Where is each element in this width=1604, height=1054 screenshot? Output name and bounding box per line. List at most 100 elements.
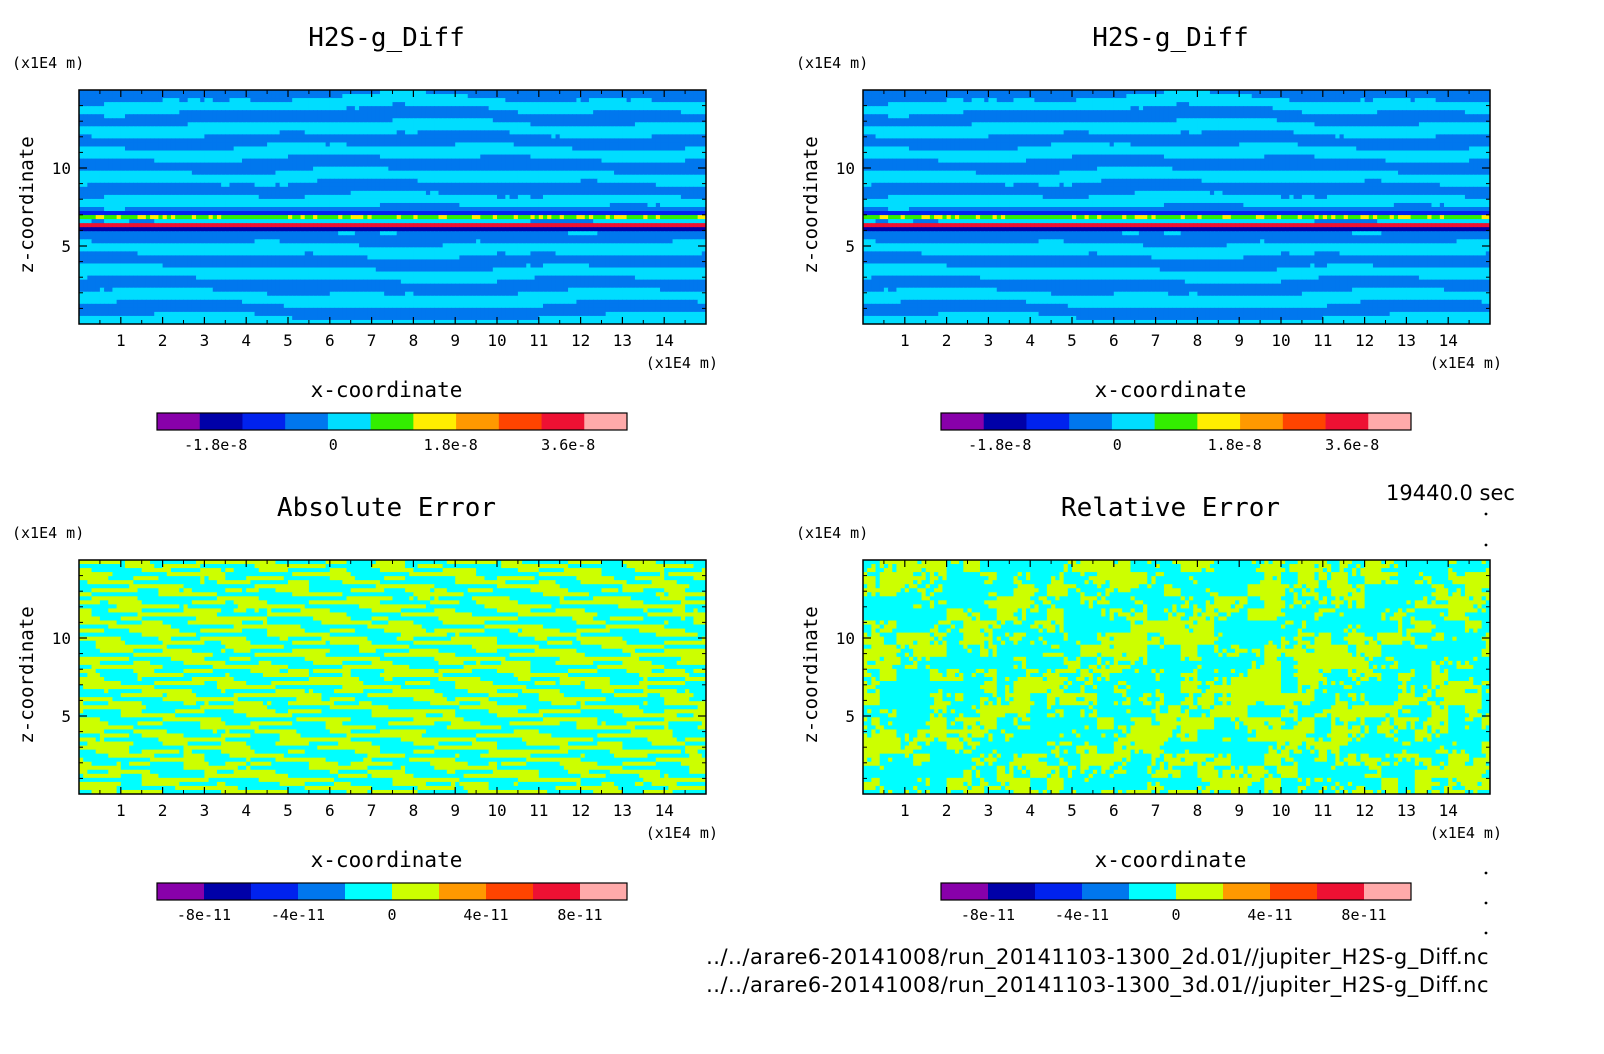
x-tick-label: 8: [1193, 331, 1203, 350]
file-path-line-1: ../../arare6-20141008/run_20141103-1300_…: [706, 945, 1489, 969]
colorbar-tick-label: 0: [329, 436, 338, 454]
colorbar-swatch: [1317, 883, 1364, 900]
colorbar-swatch: [988, 883, 1035, 900]
colorbar-swatch: [328, 413, 371, 430]
x-tick-label: 11: [529, 801, 548, 820]
x-tick-label: 2: [158, 801, 168, 820]
colorbar-swatch: [1035, 883, 1082, 900]
x-tick-label: 6: [1109, 331, 1119, 350]
colorbar-swatch: [533, 883, 580, 900]
colorbar-swatch: [1223, 883, 1270, 900]
colorbar-swatch: [345, 883, 392, 900]
x-tick-label: 14: [1439, 331, 1458, 350]
margin-dot: [1485, 872, 1488, 875]
x-tick-label: 2: [942, 801, 952, 820]
margin-dot: [1485, 902, 1488, 905]
colorbar-swatch: [392, 883, 439, 900]
margin-dot: [1485, 932, 1488, 935]
x-axis-label: x-coordinate: [311, 848, 463, 872]
colorbar-swatch: [1026, 413, 1069, 430]
colorbar-swatch: [486, 883, 533, 900]
colorbar-tick-label: -4e-11: [271, 906, 325, 924]
x-tick-label: 14: [655, 801, 674, 820]
colorbar-swatch: [242, 413, 285, 430]
x-tick-label: 12: [571, 331, 590, 350]
x-tick-label: 3: [984, 801, 994, 820]
colorbar: -1.8e-8 0 1.8e-8 3.6e-8: [157, 413, 627, 454]
x-tick-label: 9: [450, 331, 460, 350]
colorbar-swatch: [413, 413, 456, 430]
x-tick-label: 10: [1271, 331, 1290, 350]
chart-panel: Absolute Error(x1E4 m)1 2 3 4 5 6 7 8 9 10 11 12 13 1…: [12, 493, 718, 924]
y-axis-label: z-coordinate: [800, 606, 822, 743]
colorbar-swatch: [157, 883, 204, 900]
colorbar-tick-label: 8e-11: [557, 906, 602, 924]
colorbar-tick-label: 4e-11: [463, 906, 508, 924]
x-tick-label: 9: [450, 801, 460, 820]
colorbar-swatch: [285, 413, 328, 430]
y-tick-label: 10: [836, 159, 855, 178]
colorbar-tick-label: 0: [1113, 436, 1122, 454]
colorbar-swatch: [1176, 883, 1223, 900]
colorbar-swatch: [251, 883, 298, 900]
colorbar-swatch: [499, 413, 542, 430]
colorbar-tick-label: 3.6e-8: [541, 436, 595, 454]
y-unit-label: (x1E4 m): [12, 524, 84, 542]
colorbar-swatch: [1129, 883, 1176, 900]
file-path-line-2: ../../arare6-20141008/run_20141103-1300_…: [706, 973, 1489, 997]
colorbar: -1.8e-8 0 1.8e-8 3.6e-8: [941, 413, 1411, 454]
colorbar-swatch: [1069, 413, 1112, 430]
x-axis-label: x-coordinate: [311, 378, 463, 402]
x-tick-label: 7: [367, 801, 377, 820]
x-unit-label: (x1E4 m): [646, 824, 718, 842]
x-tick-label: 6: [325, 801, 335, 820]
colorbar-swatch: [439, 883, 486, 900]
x-tick-label: 4: [241, 801, 251, 820]
colorbar-tick-label: -8e-11: [961, 906, 1015, 924]
colorbar-swatch: [584, 413, 627, 430]
colorbar-tick-label: 1.8e-8: [1208, 436, 1262, 454]
y-tick-label: 5: [845, 237, 855, 256]
chart-title: Absolute Error: [277, 493, 496, 523]
colorbar: -8e-11 -4e-11 0 4e-11 8e-11: [157, 883, 627, 924]
colorbar-swatch: [580, 883, 627, 900]
colorbar-tick-label: 4e-11: [1247, 906, 1292, 924]
x-tick-label: 7: [367, 331, 377, 350]
margin-dot: [1485, 513, 1488, 516]
field-cells: [863, 560, 1491, 795]
x-tick-label: 12: [1355, 801, 1374, 820]
x-tick-label: 1: [900, 801, 910, 820]
colorbar-tick-label: 8e-11: [1341, 906, 1386, 924]
y-unit-label: (x1E4 m): [12, 54, 84, 72]
colorbar-tick-label: 0: [1171, 906, 1180, 924]
x-tick-label: 11: [529, 331, 548, 350]
x-tick-label: 4: [1025, 801, 1035, 820]
chart-panel: H2S-g_Diff(x1E4 m)1 2 3 4 5 6 7 8 9 10 11 12 13 14510…: [796, 23, 1502, 454]
chart-panel: Relative Error(x1E4 m)1 2 3 4 5 6 7 8 9 10 11 12 13 1…: [796, 493, 1502, 924]
colorbar-swatch: [1364, 883, 1411, 900]
x-unit-label: (x1E4 m): [1430, 824, 1502, 842]
y-axis-label: z-coordinate: [16, 136, 38, 273]
x-tick-label: 13: [1397, 331, 1416, 350]
x-tick-label: 3: [984, 331, 994, 350]
colorbar-swatch: [1155, 413, 1198, 430]
colorbar-tick-label: -1.8e-8: [968, 436, 1031, 454]
colorbar-swatch: [1283, 413, 1326, 430]
y-axis-label: z-coordinate: [800, 136, 822, 273]
x-tick-label: 5: [283, 331, 293, 350]
x-axis-label: x-coordinate: [1095, 378, 1247, 402]
x-tick-label: 1: [900, 331, 910, 350]
colorbar-tick-label: -4e-11: [1055, 906, 1109, 924]
x-tick-label: 1: [116, 801, 126, 820]
y-tick-label: 10: [836, 629, 855, 648]
x-tick-label: 9: [1234, 801, 1244, 820]
x-tick-label: 10: [1271, 801, 1290, 820]
colorbar-swatch: [157, 413, 200, 430]
field-cells: [863, 90, 1491, 325]
x-unit-label: (x1E4 m): [646, 354, 718, 372]
x-tick-label: 13: [613, 801, 632, 820]
chart-title: H2S-g_Diff: [308, 23, 465, 53]
colorbar-swatch: [204, 883, 251, 900]
colorbar-tick-label: -1.8e-8: [184, 436, 247, 454]
